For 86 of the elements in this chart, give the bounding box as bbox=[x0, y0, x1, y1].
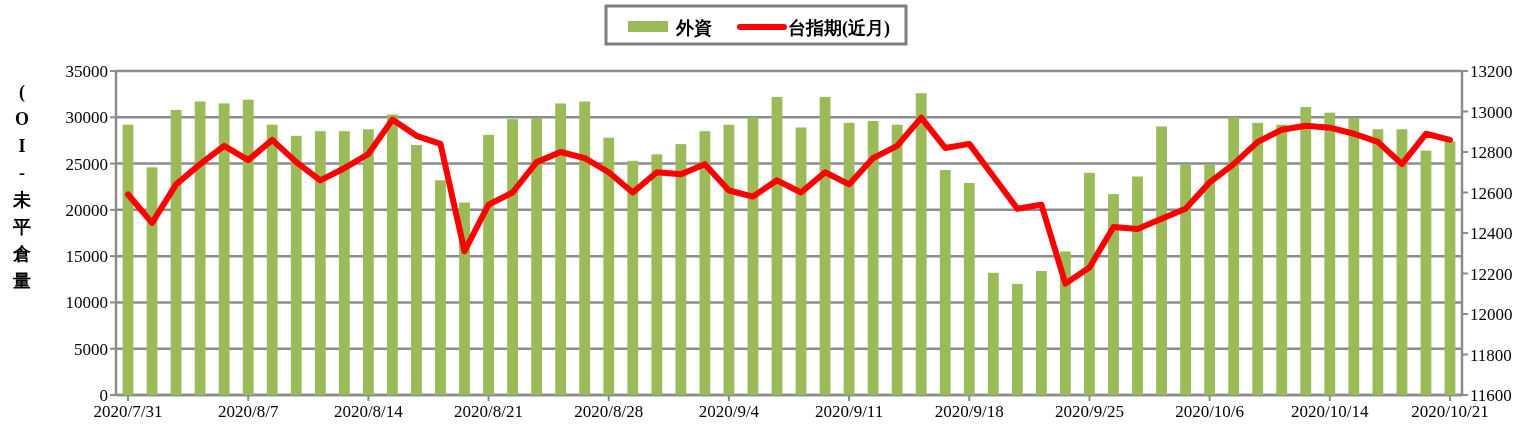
x-tick-label: 2020/8/7 bbox=[217, 402, 279, 421]
bar bbox=[699, 131, 711, 395]
x-tick-label: 2020/10/21 bbox=[1411, 402, 1489, 421]
bar bbox=[122, 124, 134, 395]
x-tick-label: 2020/9/4 bbox=[698, 402, 760, 421]
bar bbox=[338, 131, 350, 395]
bar bbox=[987, 272, 999, 395]
bar bbox=[1420, 150, 1432, 395]
bar bbox=[362, 129, 374, 395]
bar bbox=[290, 135, 302, 395]
bar bbox=[1084, 172, 1095, 395]
y2-tick-label: 11600 bbox=[1470, 386, 1512, 405]
y2-tick-label: 12600 bbox=[1470, 183, 1513, 203]
bar bbox=[1108, 194, 1119, 395]
bar bbox=[218, 103, 230, 395]
bar bbox=[603, 137, 615, 395]
bar bbox=[1180, 164, 1191, 395]
bar bbox=[411, 145, 422, 395]
x-tick-label: 2020/9/18 bbox=[934, 402, 1004, 421]
y-tick-label: 30000 bbox=[65, 108, 108, 128]
bar bbox=[531, 118, 543, 395]
bar bbox=[651, 154, 663, 395]
y-tick-label: 5000 bbox=[74, 339, 108, 359]
bar bbox=[435, 180, 446, 395]
bar bbox=[579, 101, 591, 395]
x-tick-label: 2020/9/11 bbox=[814, 402, 884, 421]
bar bbox=[843, 122, 855, 395]
x-tick-label: 2020/10/6 bbox=[1175, 402, 1245, 421]
bar bbox=[387, 114, 398, 395]
bar bbox=[194, 101, 206, 395]
y-tick-label: 35000 bbox=[65, 62, 108, 81]
bar bbox=[555, 103, 567, 395]
bar bbox=[891, 124, 903, 395]
x-tick-label: 2020/9/25 bbox=[1054, 402, 1124, 421]
legend-label: 外資 bbox=[675, 18, 712, 38]
x-tick-label: 2020/8/28 bbox=[574, 402, 644, 421]
bar bbox=[1156, 126, 1167, 395]
bar bbox=[266, 124, 278, 395]
bar bbox=[1228, 117, 1240, 395]
bar bbox=[1252, 122, 1264, 395]
bar bbox=[483, 134, 494, 395]
bar bbox=[1276, 124, 1288, 395]
bar bbox=[819, 96, 831, 395]
bar bbox=[627, 160, 639, 395]
bar bbox=[1060, 251, 1071, 395]
x-tick-label: 2020/8/21 bbox=[454, 402, 524, 421]
bar bbox=[747, 117, 759, 395]
bar bbox=[939, 170, 951, 395]
y-axis-title: (OI-未平倉量 bbox=[13, 82, 31, 291]
y2-tick-label: 11800 bbox=[1470, 345, 1512, 365]
bar bbox=[915, 93, 927, 395]
bar bbox=[507, 119, 518, 395]
bar bbox=[867, 120, 879, 395]
bar bbox=[1444, 141, 1456, 395]
x-tick-label: 2020/8/14 bbox=[333, 402, 404, 421]
bar bbox=[963, 183, 975, 395]
y-tick-label: 10000 bbox=[65, 293, 108, 313]
y2-tick-label: 12200 bbox=[1470, 264, 1513, 284]
bar bbox=[795, 127, 807, 395]
y2-tick-label: 13000 bbox=[1470, 102, 1513, 122]
y2-tick-label: 12800 bbox=[1470, 143, 1513, 162]
bar bbox=[675, 144, 687, 395]
y-tick-label: 0 bbox=[99, 386, 108, 405]
y-tick-label: 15000 bbox=[65, 247, 108, 267]
y-tick-label: 25000 bbox=[65, 154, 108, 174]
legend-label: 台指期(近月) bbox=[788, 18, 890, 39]
bar bbox=[1011, 283, 1023, 395]
bar bbox=[1324, 112, 1336, 395]
bar bbox=[1035, 270, 1047, 395]
x-tick-label: 2020/10/14 bbox=[1291, 402, 1370, 421]
bar bbox=[1372, 129, 1384, 395]
bar bbox=[1396, 129, 1408, 395]
y2-tick-label: 12000 bbox=[1470, 305, 1513, 324]
bar bbox=[1132, 176, 1143, 395]
y2-tick-label: 12400 bbox=[1470, 224, 1513, 243]
y-tick-label: 20000 bbox=[65, 200, 108, 220]
bar bbox=[459, 202, 470, 395]
bar bbox=[314, 131, 326, 395]
bar bbox=[1300, 107, 1312, 395]
bar bbox=[723, 124, 735, 395]
bar bbox=[242, 99, 254, 395]
x-tick-label: 2020/7/31 bbox=[93, 402, 163, 421]
bar bbox=[1348, 118, 1360, 395]
y2-tick-label: 13200 bbox=[1470, 62, 1513, 81]
bar bbox=[1204, 164, 1216, 395]
bar bbox=[771, 96, 783, 395]
